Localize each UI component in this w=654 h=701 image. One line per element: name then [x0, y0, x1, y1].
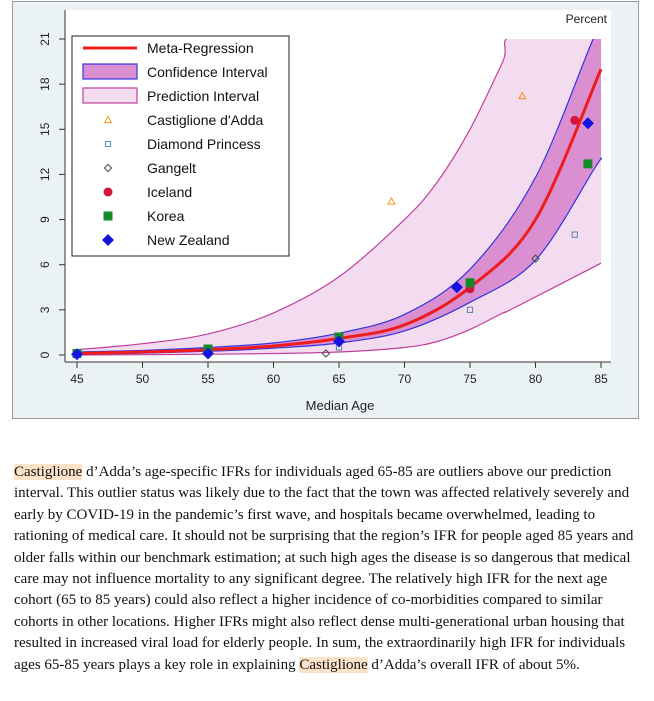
nz-point: [450, 281, 463, 294]
confidence-interval-band: [77, 39, 602, 355]
nz-point: [202, 347, 214, 360]
legend-label-korea: Korea: [147, 208, 185, 224]
legend-korea-marker: [103, 211, 113, 221]
x-tick-label: 85: [594, 372, 608, 386]
x-tick-label: 70: [398, 372, 412, 386]
castiglione-point: [387, 196, 396, 205]
y-tick-label: 6: [38, 261, 52, 268]
x-tick-label: 60: [267, 372, 281, 386]
meta-regression-line: [76, 68, 603, 355]
x-tick-label: 80: [529, 372, 543, 386]
x-tick-label: 55: [201, 372, 215, 386]
legend-label-nz: New Zealand: [147, 232, 230, 248]
legend-label-gangelt: Gangelt: [147, 160, 196, 176]
legend-nz-marker: [102, 234, 114, 246]
legend-label-diamond: Diamond Princess: [147, 136, 261, 152]
legend-label-meta: Meta-Regression: [147, 40, 254, 56]
nz-point: [333, 335, 345, 348]
gangelt-point: [531, 254, 540, 264]
legend-diamond-marker: [104, 140, 112, 148]
y-tick-label: 18: [38, 77, 52, 91]
y-tick-label: 9: [38, 216, 52, 223]
nz-point: [71, 348, 83, 361]
caption-highlight-start: Castiglione: [14, 464, 83, 480]
legend-iceland-marker: [103, 187, 113, 197]
y-tick-label: 12: [38, 167, 52, 181]
confidence-interval-upper-edge: [76, 39, 594, 353]
caption-text-2: d’Adda’s overall IFR of about 5%.: [367, 656, 580, 673]
y-tick-label: 3: [38, 306, 52, 313]
caption-paragraph: Castiglione d’Adda’s age-specific IFRs f…: [14, 462, 638, 676]
gangelt-point: [321, 349, 331, 358]
legend-pi-swatch: [82, 87, 138, 104]
legend: Meta-Regression Confidence Interval Predic…: [71, 35, 290, 257]
legend-label-pi: Prediction Interval: [147, 88, 259, 104]
legend-label-ci: Confidence Interval: [147, 64, 268, 80]
legend-gangelt-marker: [103, 163, 113, 173]
legend-ci-swatch: [82, 63, 138, 80]
figure-frame: 0 3 6 9 12 15 18 21 45 50 55 60 65 70 75 80 85 Percent …: [12, 1, 639, 419]
legend-castiglione-marker: [103, 115, 113, 124]
korea-point: [465, 278, 475, 288]
y-tick-label: 15: [38, 122, 52, 136]
prediction-interval-upper-edge: [76, 39, 508, 351]
korea-point: [583, 159, 593, 169]
x-tick-label: 65: [332, 372, 346, 386]
caption-highlight-end: Castiglione: [299, 656, 368, 673]
x-axis-title: Median Age: [306, 398, 375, 413]
x-tick-label: 45: [70, 372, 84, 386]
legend-label-castiglione: Castiglione d'Adda: [147, 112, 264, 128]
castiglione-point: [518, 91, 527, 100]
iceland-point: [570, 115, 580, 125]
nz-point: [581, 117, 594, 130]
diamond-point: [571, 231, 578, 238]
x-tick-label: 50: [136, 372, 150, 386]
legend-label-iceland: Iceland: [147, 184, 192, 200]
prediction-interval-lower-edge: [76, 262, 602, 356]
x-tick-label: 75: [463, 372, 477, 386]
y-tick-label: 21: [38, 32, 52, 46]
y-tick-label: 0: [38, 351, 52, 358]
caption-text-1: d’Adda’s age-specific IFRs for individua…: [14, 464, 634, 673]
unit-label: Percent: [566, 12, 608, 26]
diamond-point: [466, 306, 474, 313]
